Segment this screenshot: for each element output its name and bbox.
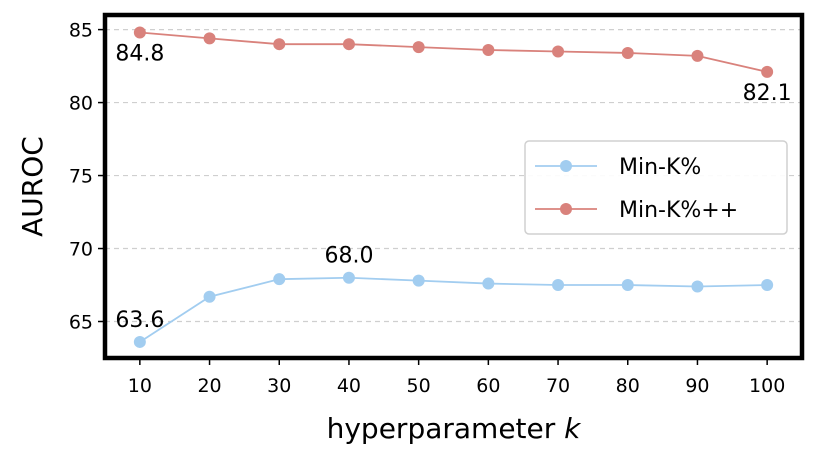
legend-label: Min-K%++ [619,198,738,223]
data-point [133,26,146,39]
x-tick-label: 80 [616,375,640,397]
data-label: 68.0 [324,244,373,269]
data-point [621,46,634,59]
series-min-k-plus-plus [133,26,774,78]
legend-marker [560,203,572,215]
legend-item: Min-K% [535,155,701,180]
data-point [552,45,565,58]
data-point [342,271,355,284]
x-tick-label: 90 [685,375,709,397]
x-tick-label: 50 [407,375,431,397]
data-point [691,280,704,293]
x-tick-label: 30 [267,375,291,397]
legend-marker [560,160,572,172]
x-tick-label: 100 [749,375,785,397]
data-point [203,290,216,303]
data-point [482,44,495,57]
series-lines [133,26,774,348]
data-point [412,274,425,287]
x-tick-label: 40 [337,375,361,397]
data-label: 82.1 [743,81,792,106]
data-point [412,41,425,54]
y-tick-label: 70 [69,239,93,261]
legend-label: Min-K% [619,155,701,180]
x-tick-label: 10 [128,375,152,397]
data-point [273,273,286,286]
series-min-k [133,271,774,348]
data-point [621,279,634,292]
data-point [761,279,774,292]
y-tick-label: 75 [69,166,93,188]
data-point [342,38,355,51]
data-label: 63.6 [115,308,164,333]
x-axis-title-var: k [564,412,582,445]
series-line [139,31,768,73]
data-point [691,49,704,62]
y-tick-label: 80 [69,93,93,115]
data-point [273,38,286,51]
legend: Min-K% Min-K%++ [524,140,788,235]
data-point [552,279,565,292]
data-point [133,335,146,348]
x-axis-title: hyperparameter k [327,412,583,445]
data-point [482,277,495,290]
y-tick-label: 85 [69,20,93,42]
series-line [139,276,768,343]
legend-item: Min-K%++ [535,198,738,223]
x-tick-label: 60 [476,375,500,397]
x-tick-label: 70 [546,375,570,397]
x-ticks: 10 20 30 40 50 60 70 80 90 100 [128,358,785,397]
data-point [761,65,774,78]
x-tick-label: 20 [197,375,221,397]
plot-frame [102,12,805,361]
data-labels: 84.8 82.1 63.6 68.0 [115,42,791,333]
y-ticks: 65 70 75 80 85 [69,20,105,334]
y-axis-title: AUROC [16,136,49,237]
data-point [203,32,216,45]
legend-box [524,140,788,235]
y-tick-label: 65 [69,312,93,334]
data-label: 84.8 [115,42,164,67]
x-axis-title-text: hyperparameter [327,412,556,445]
